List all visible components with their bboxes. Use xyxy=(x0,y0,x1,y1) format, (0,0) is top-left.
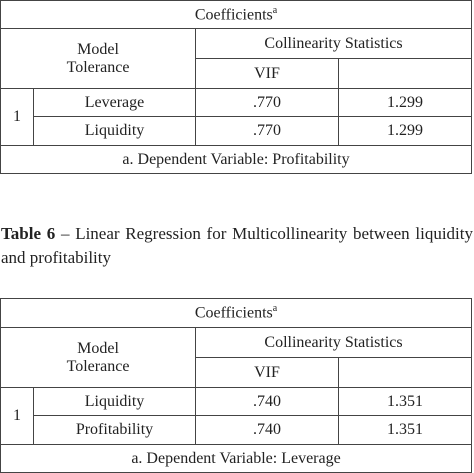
text: a xyxy=(272,303,278,315)
vif-header: VIF xyxy=(195,357,339,388)
coefficients-table: Coefficientsa Model Tolerance Collinearit… xyxy=(0,0,473,174)
text: Coefficients xyxy=(194,304,273,322)
text: Coefficients xyxy=(194,6,273,24)
group-header: Collinearity Statistics xyxy=(194,327,473,358)
cell: 1.351 xyxy=(337,387,473,416)
table-caption: Table 6 – Linear Regression for Multicol… xyxy=(1,222,473,270)
caption-label: Table 6 xyxy=(1,224,56,243)
cell: .740 xyxy=(195,387,339,416)
cell: 1.351 xyxy=(337,415,473,445)
text: a xyxy=(272,4,278,16)
cell: Leverage xyxy=(33,88,196,117)
text: Tolerance xyxy=(66,357,130,375)
model-header: Model Tolerance xyxy=(0,327,196,388)
cell: .770 xyxy=(195,116,339,146)
empty-cell xyxy=(337,58,473,89)
coefficients-table: Coefficientsa Model Tolerance Collinearit… xyxy=(0,298,473,473)
cell: Liquidity xyxy=(33,116,196,146)
cell: .770 xyxy=(195,88,339,117)
cell: Liquidity xyxy=(33,387,196,416)
cell: 1.299 xyxy=(337,88,473,117)
cell: .740 xyxy=(195,415,339,445)
model-header: Model Tolerance xyxy=(0,28,196,89)
cell: 1.299 xyxy=(337,116,473,146)
footnote: a. Dependent Variable: Profitability xyxy=(0,145,473,174)
text: Tolerance xyxy=(66,58,130,76)
text: Model xyxy=(77,40,119,58)
text: Model xyxy=(77,339,119,357)
table-title: Coefficientsa xyxy=(0,0,473,29)
model-number: 1 xyxy=(0,88,34,146)
group-header: Collinearity Statistics xyxy=(194,28,473,59)
model-number: 1 xyxy=(0,387,34,445)
table-title: Coefficientsa xyxy=(0,298,473,328)
vif-header: VIF xyxy=(195,58,339,89)
cell: Profitability xyxy=(33,415,196,445)
footnote: a. Dependent Variable: Leverage xyxy=(0,444,473,473)
empty-cell xyxy=(337,357,473,388)
caption-text: – Linear Regression for Multicollinearit… xyxy=(1,224,473,267)
